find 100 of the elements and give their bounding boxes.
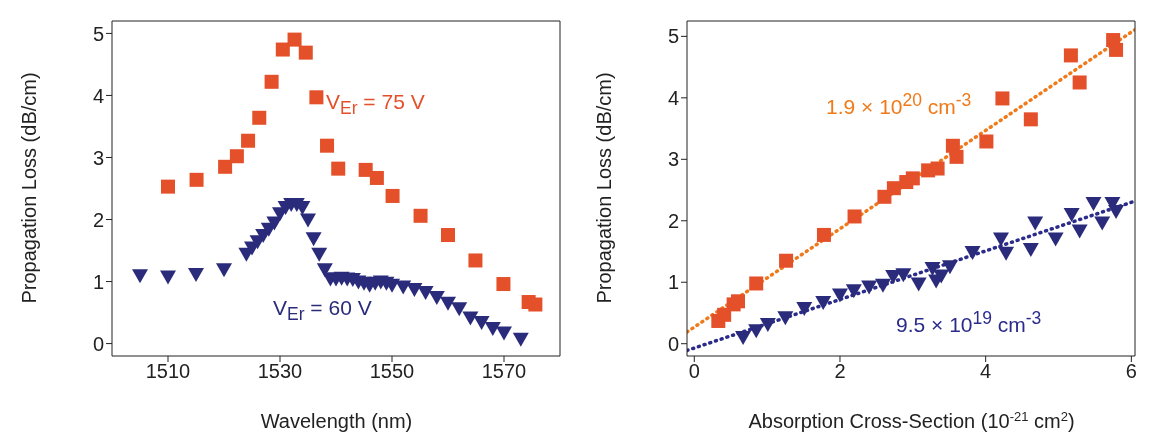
point [451, 302, 468, 317]
point [779, 253, 794, 268]
point [417, 286, 434, 301]
y-tick-label: 3 [92, 146, 104, 169]
y-tick-label: 1 [92, 270, 104, 293]
point [735, 330, 752, 345]
series-label: 9.5 × 10$^{19}$ cm$^{-3}$ [896, 308, 1042, 337]
series-label: 1.9 × 10$^{20}$ cm$^{-3}$ [826, 90, 972, 119]
y-tick-label: 2 [92, 208, 104, 231]
point [287, 32, 302, 47]
point [385, 188, 400, 203]
point [995, 91, 1010, 106]
point [777, 311, 794, 326]
point [730, 294, 745, 309]
point [1022, 243, 1039, 258]
x-tick-label: 1510 [145, 360, 191, 383]
point [406, 283, 423, 297]
point [1027, 216, 1044, 231]
point [861, 280, 878, 295]
point [252, 110, 267, 125]
point [1085, 196, 1102, 211]
point [512, 332, 529, 347]
point [749, 276, 764, 291]
point [964, 246, 981, 261]
point [358, 162, 373, 177]
series-label: V$_{Er}$ = 60 V [273, 296, 372, 326]
point [930, 161, 945, 176]
x-axis-title: Absorption Cross-Section (10$^{-21}$ cm$^{2}$) [748, 408, 1075, 432]
point [484, 322, 501, 337]
point [528, 297, 543, 312]
point [218, 159, 233, 174]
point [160, 270, 176, 285]
point [998, 246, 1015, 261]
point [189, 172, 204, 187]
point [924, 262, 941, 277]
point [188, 268, 204, 283]
point [275, 42, 290, 57]
point [759, 318, 776, 333]
x-tick-label: 0 [688, 360, 700, 383]
point [933, 269, 950, 284]
point [1063, 48, 1078, 63]
y-tick-label: 3 [667, 148, 679, 171]
point [428, 291, 445, 306]
point [1109, 42, 1124, 57]
point [441, 228, 455, 243]
point [161, 179, 175, 194]
y-tick-label: 2 [667, 209, 679, 232]
point [1108, 204, 1125, 219]
point [895, 268, 912, 283]
point [462, 311, 479, 326]
point [847, 209, 862, 224]
x-tick-label: 2 [834, 360, 846, 383]
point [331, 161, 346, 176]
point [1023, 112, 1038, 127]
point [815, 295, 832, 310]
point [874, 278, 891, 293]
point [241, 133, 256, 148]
point [941, 260, 958, 275]
point [905, 171, 920, 186]
y-axis-title: Propagation Loss (dB/cm) [18, 72, 40, 304]
point [1072, 75, 1087, 90]
point [845, 284, 862, 299]
x-axis-title: Wavelength (nm) [260, 410, 413, 432]
point [496, 326, 512, 341]
x-tick-label: 4 [980, 360, 992, 383]
point [440, 296, 456, 311]
point [816, 227, 831, 242]
x-tick-label: 1570 [481, 360, 527, 383]
point [979, 134, 994, 149]
y-axis-title: Propagation Loss (dB/cm) [593, 72, 615, 304]
y-tick-label: 5 [92, 22, 104, 45]
point [320, 138, 335, 153]
point [311, 247, 328, 262]
y-tick-label: 5 [667, 25, 679, 48]
y-tick-label: 1 [667, 271, 679, 294]
point [992, 232, 1009, 247]
y-tick-label: 0 [92, 332, 104, 355]
point [1063, 208, 1080, 223]
x-tick-label: 6 [1125, 360, 1137, 383]
point [298, 45, 313, 60]
point [216, 263, 232, 278]
point [831, 288, 848, 303]
point [1094, 216, 1111, 231]
point [748, 324, 765, 339]
point [910, 277, 927, 292]
point [886, 181, 901, 196]
point [132, 269, 148, 284]
point [229, 149, 244, 164]
point [473, 315, 490, 330]
x-tick-label: 1550 [369, 360, 415, 383]
point [264, 74, 279, 89]
point [1071, 224, 1088, 239]
point [369, 170, 384, 185]
series-label: V$_{Er}$ = 75 V [326, 90, 425, 120]
y-tick-label: 0 [667, 332, 679, 355]
point [309, 90, 324, 105]
point [413, 208, 428, 223]
x-tick-label: 1530 [257, 360, 303, 383]
point [305, 232, 322, 247]
point [949, 149, 964, 164]
